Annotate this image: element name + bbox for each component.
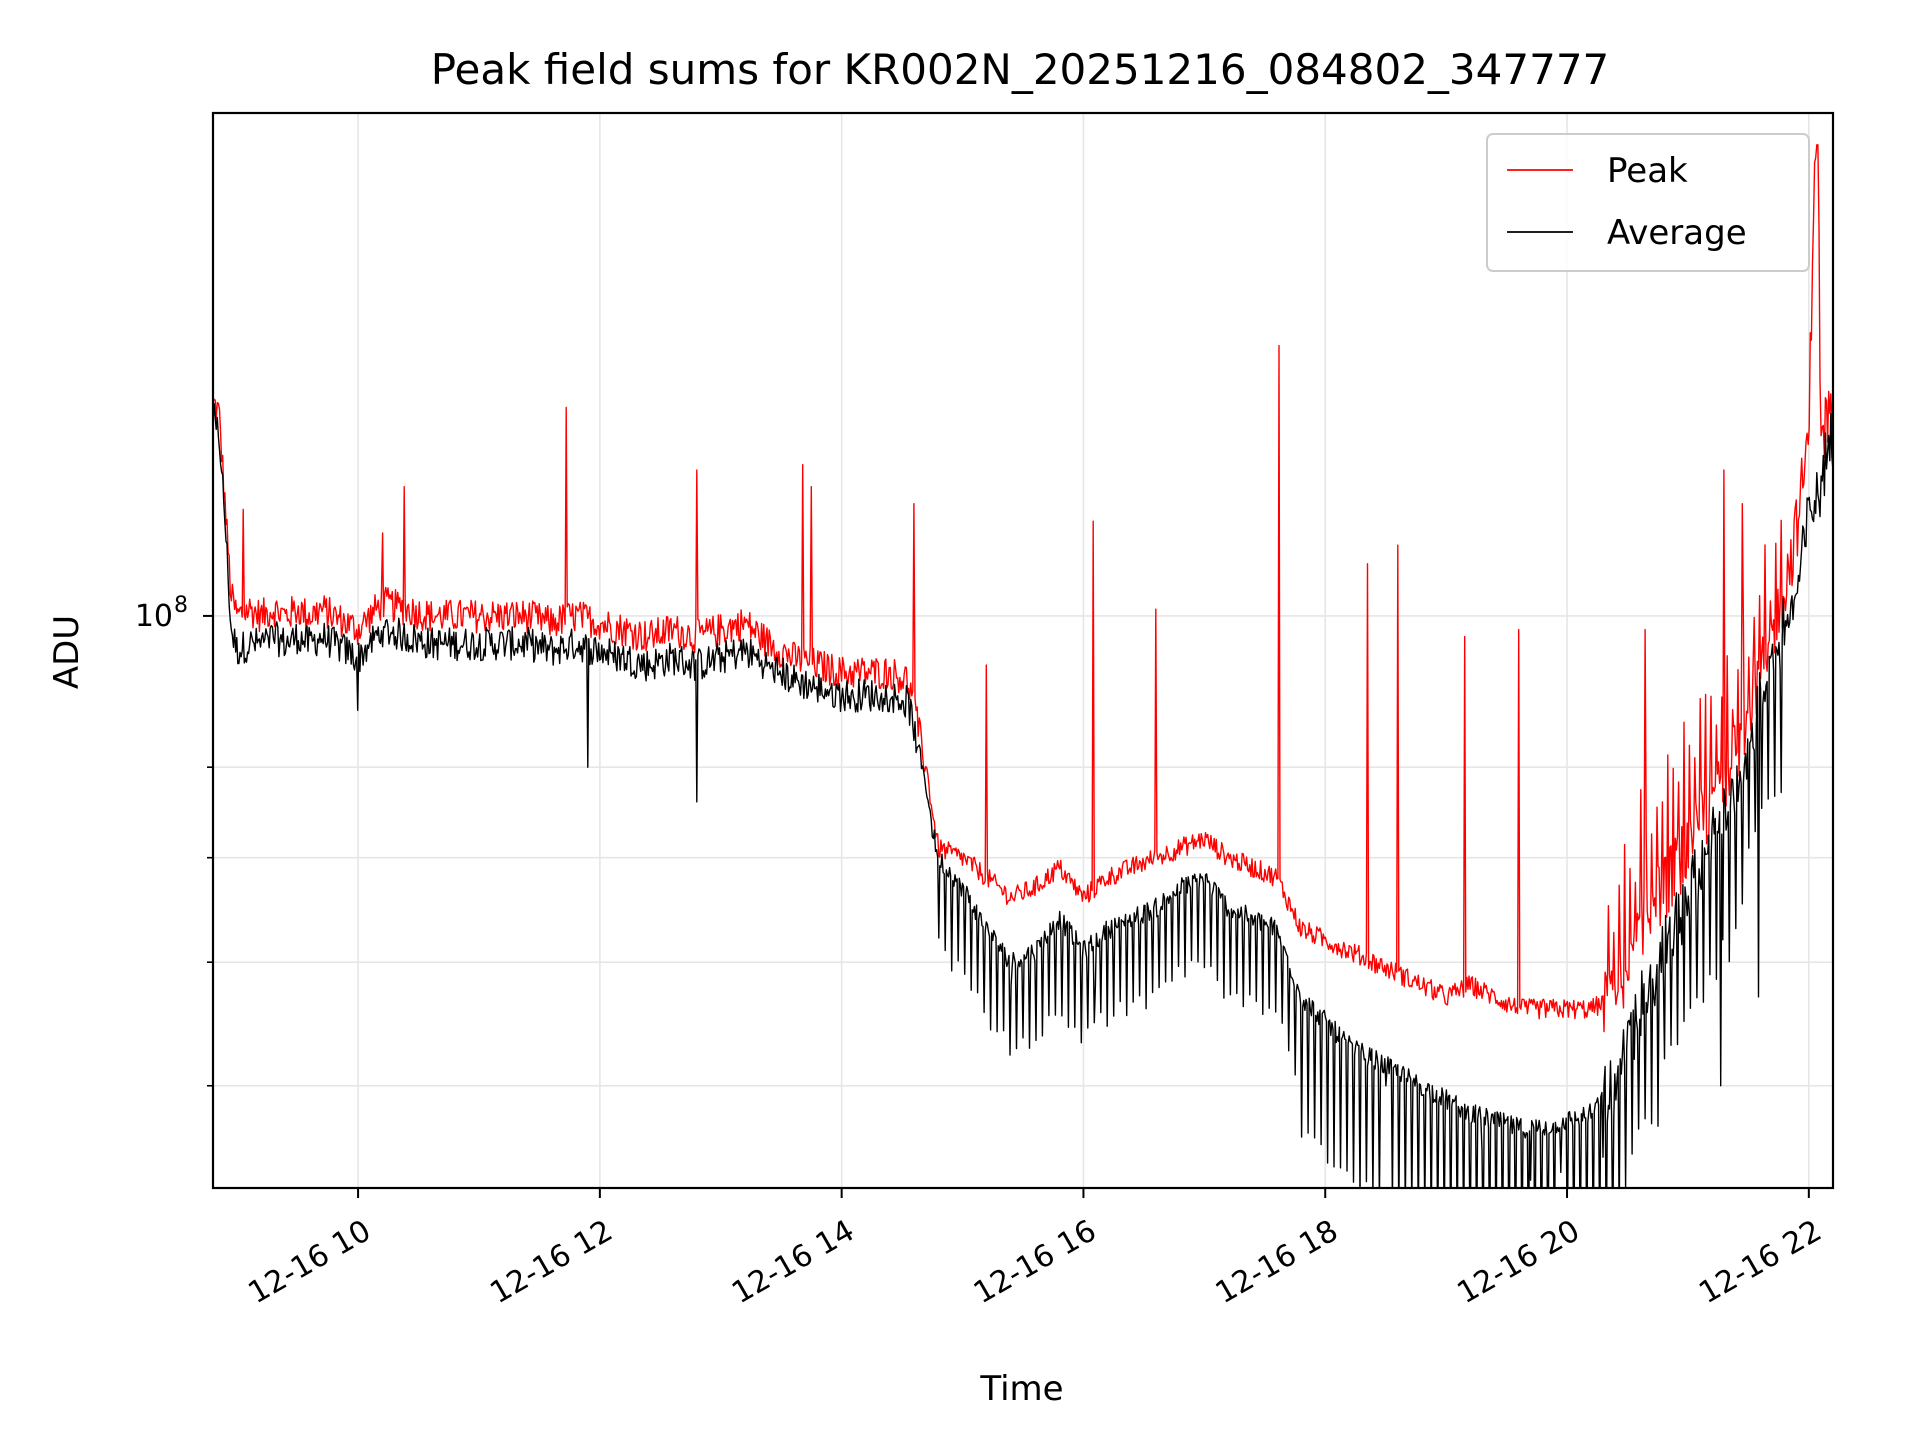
legend-box — [1486, 133, 1810, 272]
y-tick-label: 10 — [135, 599, 173, 634]
plot-area — [213, 144, 1833, 1188]
legend-label-average: Average — [1607, 213, 1747, 253]
y-axis-label: ADU — [47, 615, 87, 689]
legend-label-peak: Peak — [1607, 151, 1688, 191]
series-line-average — [213, 403, 1833, 1188]
legend: Peak Average — [1486, 133, 1810, 272]
axes-frame — [211, 111, 1835, 1190]
y-tick-exponent: 8 — [174, 593, 188, 618]
chart-title: Peak field sums for KR002N_20251216_0848… — [431, 45, 1610, 94]
series-line-peak — [213, 144, 1833, 1033]
x-axis-label: Time — [979, 1369, 1063, 1409]
